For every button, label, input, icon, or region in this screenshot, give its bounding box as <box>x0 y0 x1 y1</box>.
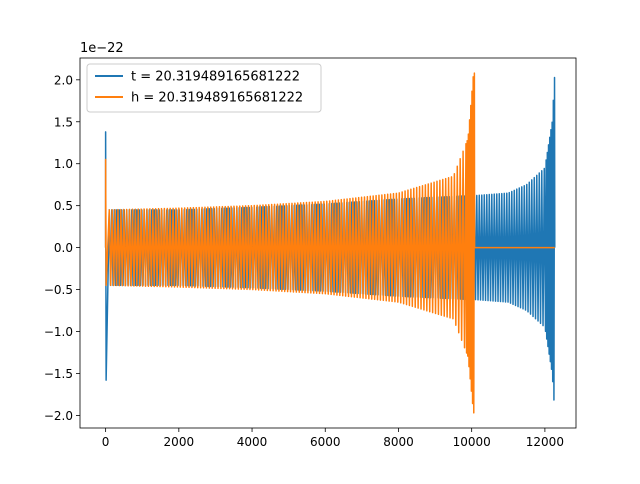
x-axis: 0 2000 4000 6000 8000 10000 12000 <box>102 428 564 449</box>
y-tick-label: −1.0 <box>44 325 73 339</box>
x-tick-label: 12000 <box>526 435 564 449</box>
series-layer <box>104 72 556 414</box>
legend-box <box>86 63 322 113</box>
y-tick-label: 0.0 <box>54 241 73 255</box>
series-line-2 <box>104 72 555 414</box>
x-tick-label: 6000 <box>310 435 341 449</box>
x-tick-label: 10000 <box>453 435 491 449</box>
y-tick-label: −1.5 <box>44 367 73 381</box>
x-tick-label: 4000 <box>237 435 268 449</box>
x-tick-label: 0 <box>102 435 110 449</box>
y-tick-label: 0.5 <box>54 199 73 213</box>
y-offset-label: 1e−22 <box>80 41 124 56</box>
x-tick-label: 2000 <box>164 435 195 449</box>
y-tick-label: −0.5 <box>44 283 73 297</box>
legend: t = 20.319489165681222 h = 20.3194891656… <box>86 63 322 113</box>
legend-label-series-2: h = 20.319489165681222 <box>131 91 303 106</box>
legend-label-series-1: t = 20.319489165681222 <box>131 70 300 85</box>
y-tick-label: −2.0 <box>44 409 73 423</box>
y-tick-label: 1.5 <box>54 115 73 129</box>
y-tick-label: 1.0 <box>54 157 73 171</box>
y-axis: −2.0 −1.5 −1.0 −0.5 0.0 0.5 1.0 1.5 2.0 <box>44 73 80 423</box>
y-tick-label: 2.0 <box>54 73 73 87</box>
axes-frame <box>79 57 577 429</box>
x-tick-label: 8000 <box>383 435 414 449</box>
